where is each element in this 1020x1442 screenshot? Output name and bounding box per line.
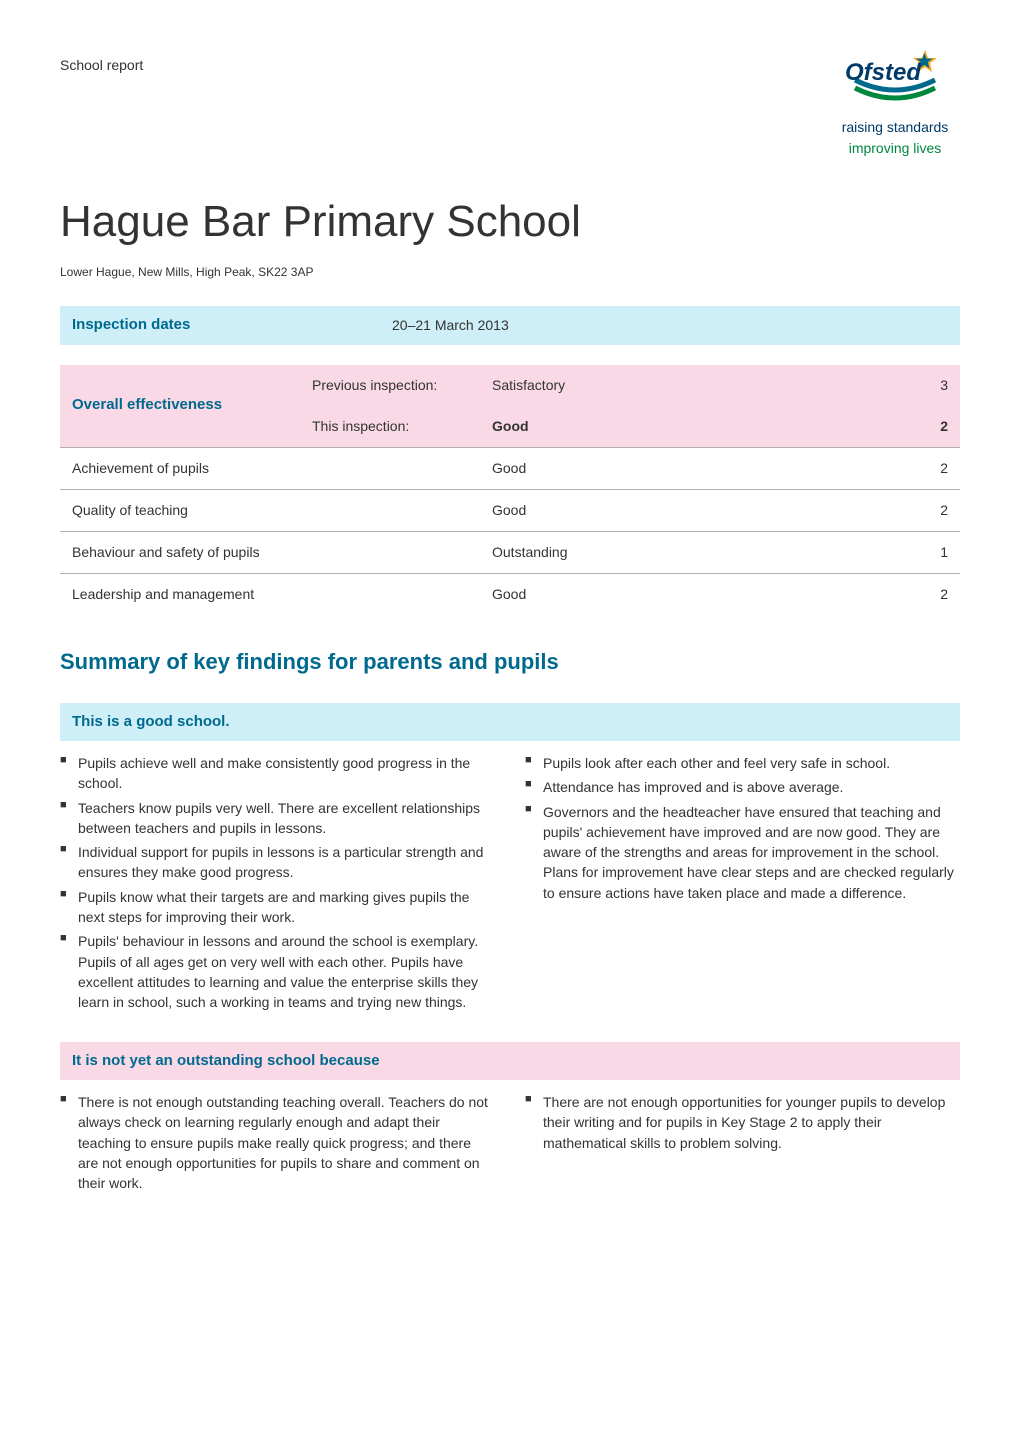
table-row: Quality of teachingGood2 [60, 489, 960, 531]
good-left-item: Pupils' behaviour in lessons and around … [60, 931, 495, 1012]
inspection-dates-bar: Inspection dates 20–21 March 2013 [60, 306, 960, 345]
inspection-dates-value: 20–21 March 2013 [392, 315, 509, 336]
notyet-right-item: There are not enough opportunities for y… [525, 1092, 960, 1153]
summary-heading: Summary of key findings for parents and … [60, 645, 960, 678]
cell: 3 [900, 365, 960, 406]
notyet-left-item: There is not enough outstanding teaching… [60, 1092, 495, 1193]
svg-text:Ofsted: Ofsted [845, 59, 922, 86]
inspection-dates-label: Inspection dates [72, 314, 392, 337]
not-yet-heading: It is not yet an outstanding school beca… [60, 1042, 960, 1081]
cell: Outstanding [480, 531, 900, 573]
cell: 2 [900, 406, 960, 448]
not-yet-right-list: There are not enough opportunities for y… [525, 1092, 960, 1153]
ofsted-logo-svg: Ofsted [835, 40, 955, 115]
not-yet-columns: There is not enough outstanding teaching… [60, 1092, 960, 1197]
cell: Good [480, 406, 900, 448]
cell: 2 [900, 447, 960, 489]
cell: Leadership and management [60, 573, 480, 615]
good-right-item: Pupils look after each other and feel ve… [525, 753, 960, 773]
logo-tagline-2: improving lives [849, 138, 942, 159]
good-school-columns: Pupils achieve well and make consistentl… [60, 753, 960, 1017]
good-left-item: Pupils achieve well and make consistentl… [60, 753, 495, 794]
table-row: Achievement of pupilsGood2 [60, 447, 960, 489]
table-row: Overall effectivenessPrevious inspection… [60, 365, 960, 406]
cell: Quality of teaching [60, 489, 480, 531]
report-label: School report [60, 40, 143, 76]
cell: 1 [900, 531, 960, 573]
effectiveness-table: Overall effectivenessPrevious inspection… [60, 365, 960, 615]
cell: Previous inspection: [300, 365, 480, 406]
good-school-heading: This is a good school. [60, 703, 960, 742]
overall-effectiveness-label: Overall effectiveness [60, 365, 300, 448]
ofsted-logo: Ofsted raising standards improving lives [830, 40, 960, 159]
table-row: Behaviour and safety of pupilsOutstandin… [60, 531, 960, 573]
not-yet-left-list: There is not enough outstanding teaching… [60, 1092, 495, 1193]
cell: Satisfactory [480, 365, 900, 406]
good-left-item: Individual support for pupils in lessons… [60, 842, 495, 883]
page-header: School report Ofsted raising standards i… [60, 40, 960, 159]
good-left-item: Pupils know what their targets are and m… [60, 887, 495, 928]
good-right-item: Attendance has improved and is above ave… [525, 777, 960, 797]
school-address: Lower Hague, New Mills, High Peak, SK22 … [60, 263, 960, 281]
good-left-item: Teachers know pupils very well. There ar… [60, 798, 495, 839]
table-row: Leadership and managementGood2 [60, 573, 960, 615]
cell: This inspection: [300, 406, 480, 448]
school-name: Hague Bar Primary School [60, 189, 960, 255]
cell: Good [480, 489, 900, 531]
good-right-item: Governors and the headteacher have ensur… [525, 802, 960, 903]
logo-tagline-1: raising standards [842, 117, 949, 138]
cell: Behaviour and safety of pupils [60, 531, 480, 573]
cell: Good [480, 573, 900, 615]
cell: 2 [900, 573, 960, 615]
good-school-right-list: Pupils look after each other and feel ve… [525, 753, 960, 903]
cell: Achievement of pupils [60, 447, 480, 489]
cell: Good [480, 447, 900, 489]
cell: 2 [900, 489, 960, 531]
good-school-left-list: Pupils achieve well and make consistentl… [60, 753, 495, 1013]
